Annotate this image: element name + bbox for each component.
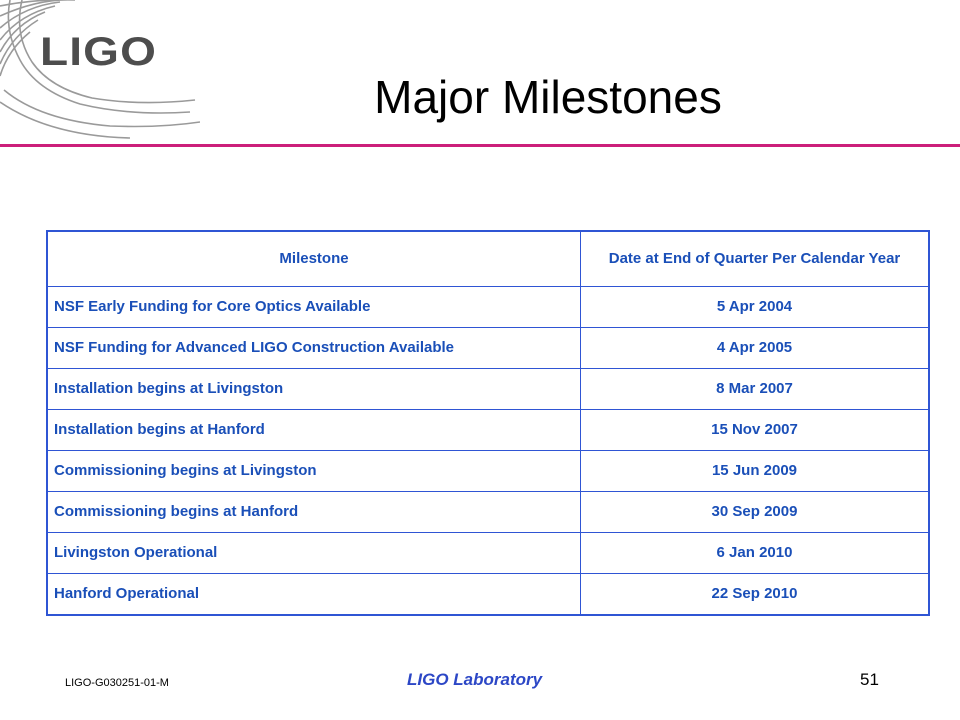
date-cell: 5 Apr 2004: [580, 286, 930, 328]
table-row: Installation begins at Livingston 8 Mar …: [46, 368, 930, 410]
milestone-cell: Commissioning begins at Livingston: [46, 450, 581, 492]
header-milestone: Milestone: [46, 230, 581, 287]
ligo-swirl-logo-graphic: [0, 0, 200, 139]
table-row: Commissioning begins at Livingston 15 Ju…: [46, 450, 930, 492]
date-cell: 4 Apr 2005: [580, 327, 930, 369]
table-row: NSF Early Funding for Core Optics Availa…: [46, 286, 930, 328]
date-cell: 15 Jun 2009: [580, 450, 930, 492]
milestone-cell: Livingston Operational: [46, 532, 581, 574]
ligo-logo: LIGO: [40, 30, 158, 74]
milestones-table: Milestone Date at End of Quarter Per Cal…: [46, 230, 930, 616]
milestone-cell: NSF Early Funding for Core Optics Availa…: [46, 286, 581, 328]
table-row: Hanford Operational 22 Sep 2010: [46, 573, 930, 616]
table-row: NSF Funding for Advanced LIGO Constructi…: [46, 327, 930, 369]
milestone-cell: Installation begins at Livingston: [46, 368, 581, 410]
milestone-cell: Hanford Operational: [46, 573, 581, 616]
table-row: Livingston Operational 6 Jan 2010: [46, 532, 930, 574]
page-number: 51: [860, 670, 879, 689]
milestone-cell: NSF Funding for Advanced LIGO Constructi…: [46, 327, 581, 369]
date-cell: 22 Sep 2010: [580, 573, 930, 616]
date-cell: 6 Jan 2010: [580, 532, 930, 574]
slide-title: Major Milestones: [374, 71, 722, 123]
table-row: Installation begins at Hanford 15 Nov 20…: [46, 409, 930, 451]
table-row: Commissioning begins at Hanford 30 Sep 2…: [46, 491, 930, 533]
document-id: LIGO-G030251-01-M: [65, 677, 169, 689]
title-divider: [0, 144, 960, 147]
table-header-row: Milestone Date at End of Quarter Per Cal…: [46, 230, 930, 287]
date-cell: 8 Mar 2007: [580, 368, 930, 410]
header-date: Date at End of Quarter Per Calendar Year: [580, 230, 930, 287]
milestone-cell: Installation begins at Hanford: [46, 409, 581, 451]
date-cell: 30 Sep 2009: [580, 491, 930, 533]
milestone-cell: Commissioning begins at Hanford: [46, 491, 581, 533]
footer-lab-name: LIGO Laboratory: [407, 670, 543, 689]
date-cell: 15 Nov 2007: [580, 409, 930, 451]
